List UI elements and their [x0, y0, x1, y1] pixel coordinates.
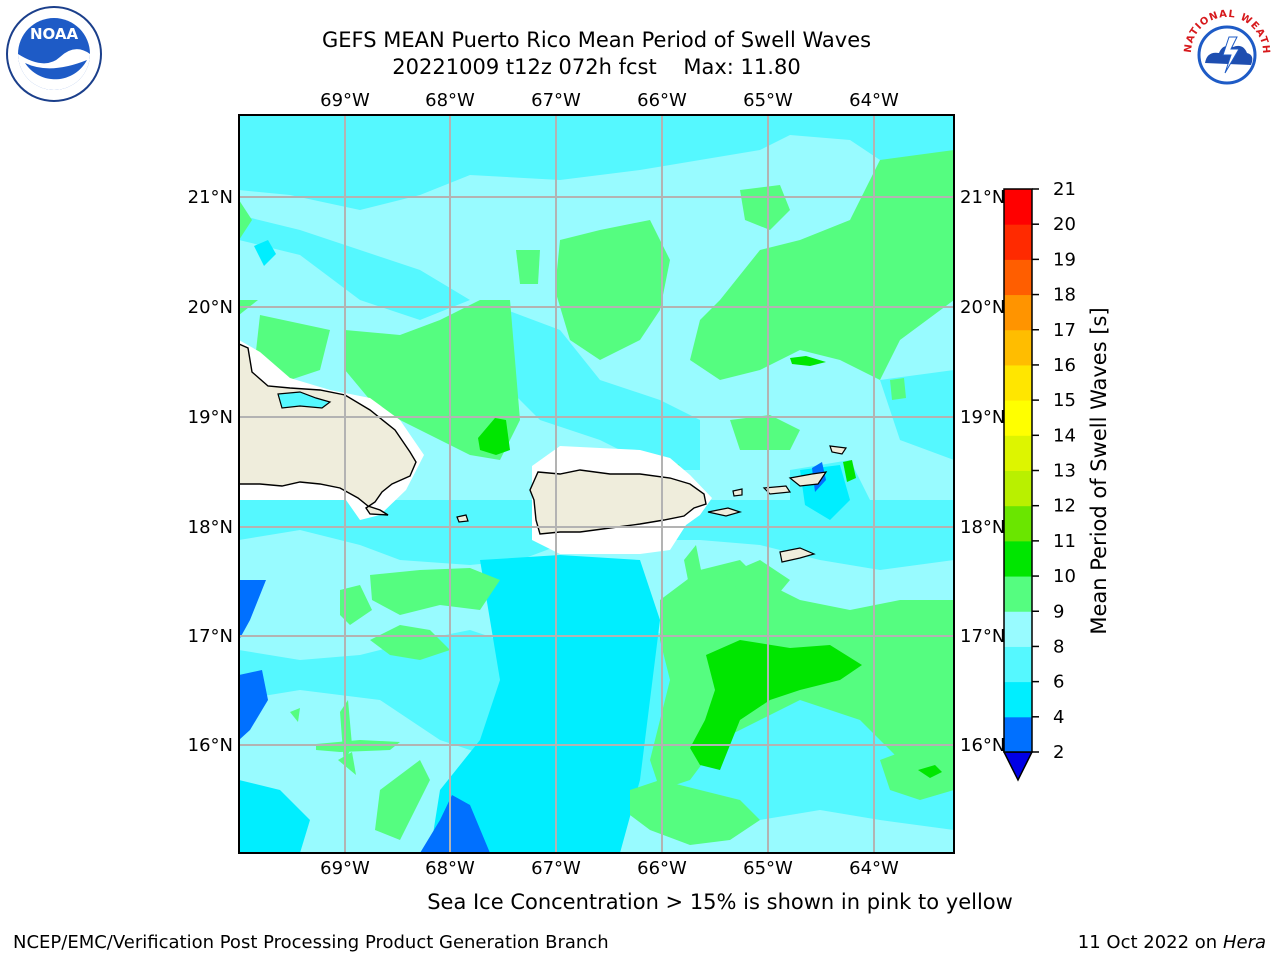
lon-label: 68°W [425, 858, 475, 879]
colorbar-tick-label: 18 [1053, 285, 1076, 306]
lon-labels-bottom: 69°W 68°W 67°W 66°W 65°W 64°W [320, 858, 899, 879]
lon-labels-top: 69°W 68°W 67°W 66°W 65°W 64°W [320, 90, 899, 111]
colorbar-segment [1004, 259, 1032, 296]
nws-logo: NATIONAL WEATHER SERVICE [1173, 0, 1277, 103]
lat-label: 20°N [188, 297, 233, 318]
colorbar-segment [1004, 470, 1032, 507]
lon-label: 64°W [849, 858, 899, 879]
lat-label: 17°N [960, 626, 1005, 647]
lon-label: 69°W [320, 90, 370, 111]
colorbar-tick-label: 19 [1053, 249, 1076, 270]
lat-label: 21°N [188, 187, 233, 208]
lat-label: 18°N [188, 517, 233, 538]
colorbar-segment [1004, 716, 1032, 753]
lon-label: 67°W [531, 90, 581, 111]
lon-label: 66°W [637, 90, 687, 111]
swell-2-4-regions [239, 462, 826, 853]
lat-label: 16°N [960, 735, 1005, 756]
colorbar-segment [1004, 540, 1032, 577]
colorbar-tick-label: 8 [1053, 636, 1064, 657]
svg-text:NOAA: NOAA [30, 25, 79, 43]
colorbar-tick-label: 12 [1053, 496, 1076, 517]
colorbar-tick-label: 20 [1053, 214, 1076, 235]
lat-label: 16°N [188, 735, 233, 756]
footer-date: 11 Oct 2022 on Hera [1078, 932, 1266, 953]
lat-labels-left: 21°N 20°N 19°N 18°N 17°N 16°N [188, 187, 233, 756]
chart-title-line-1: GEFS MEAN Puerto Rico Mean Period of Swe… [321, 28, 872, 52]
colorbar-label: Mean Period of Swell Waves [s] [1087, 307, 1111, 634]
lon-label: 67°W [531, 858, 581, 879]
colorbar-tick-label: 4 [1053, 707, 1064, 728]
lat-label: 19°N [960, 407, 1005, 428]
lat-labels-right: 21°N 20°N 19°N 18°N 17°N 16°N [960, 187, 1005, 756]
colorbar-segment [1004, 224, 1032, 260]
lat-label: 19°N [188, 407, 233, 428]
colorbar-tick-label: 14 [1053, 425, 1076, 446]
virgin-islands [707, 445, 848, 563]
lon-label: 65°W [743, 858, 793, 879]
colorbar-segment [1004, 646, 1032, 683]
colorbar-segment [1004, 611, 1032, 647]
footer-date-text: 11 Oct 2022 on [1077, 932, 1223, 953]
footer-branch: NCEP/EMC/Verification Post Processing Pr… [13, 932, 609, 953]
colorbar-tick-label: 10 [1053, 566, 1076, 587]
colorbar: 2 4 6 8 9 10 11 12 13 14 15 16 17 18 19 20 21 [1002, 179, 1076, 782]
colorbar-segment [1004, 576, 1032, 612]
lon-label: 65°W [743, 90, 793, 111]
sea-ice-note: Sea Ice Concentration > 15% is shown in … [427, 890, 1013, 914]
colorbar-segment [1004, 681, 1032, 718]
map-frame [238, 114, 955, 854]
mona-island [456, 514, 469, 523]
colorbar-segment [1004, 329, 1032, 366]
colorbar-tick-label: 6 [1053, 672, 1064, 693]
colorbar-tick-label: 9 [1053, 601, 1064, 622]
lat-label: 21°N [960, 187, 1005, 208]
colorbar-segment [1004, 294, 1032, 331]
colorbar-segment [1004, 505, 1032, 542]
colorbar-segment [1004, 435, 1032, 471]
colorbar-extend-arrow [1002, 751, 1034, 782]
lat-label: 18°N [960, 517, 1005, 538]
map-panel [239, 115, 954, 853]
chart-title-line-2: 20221009 t12z 072h fcst Max: 11.80 [392, 55, 801, 79]
map-gridlines [239, 115, 954, 853]
hispaniola-land [239, 343, 417, 516]
footer-machine: Hera [1222, 932, 1266, 953]
colorbar-tick-label: 11 [1053, 531, 1076, 552]
lon-label: 69°W [320, 858, 370, 879]
colorbar-tick-label: 16 [1053, 355, 1076, 376]
lon-label: 66°W [637, 858, 687, 879]
colorbar-segment [1004, 364, 1032, 401]
swell-4-6-regions [239, 240, 850, 853]
hispaniola-bay [277, 391, 332, 409]
colorbar-tick-label: 13 [1053, 461, 1076, 482]
lat-label: 17°N [188, 626, 233, 647]
colorbar-tick-label: 15 [1053, 390, 1076, 411]
colorbar-tick-label: 2 [1053, 742, 1064, 763]
lon-label: 64°W [849, 90, 899, 111]
colorbar-tick-label: 21 [1053, 179, 1076, 200]
colorbar-segment [1004, 189, 1032, 225]
noaa-logo: NOAA [5, 5, 103, 103]
lon-label: 68°W [425, 90, 475, 111]
colorbar-segment [1004, 400, 1032, 436]
colorbar-tick-label: 17 [1053, 320, 1076, 341]
lat-label: 20°N [960, 297, 1005, 318]
